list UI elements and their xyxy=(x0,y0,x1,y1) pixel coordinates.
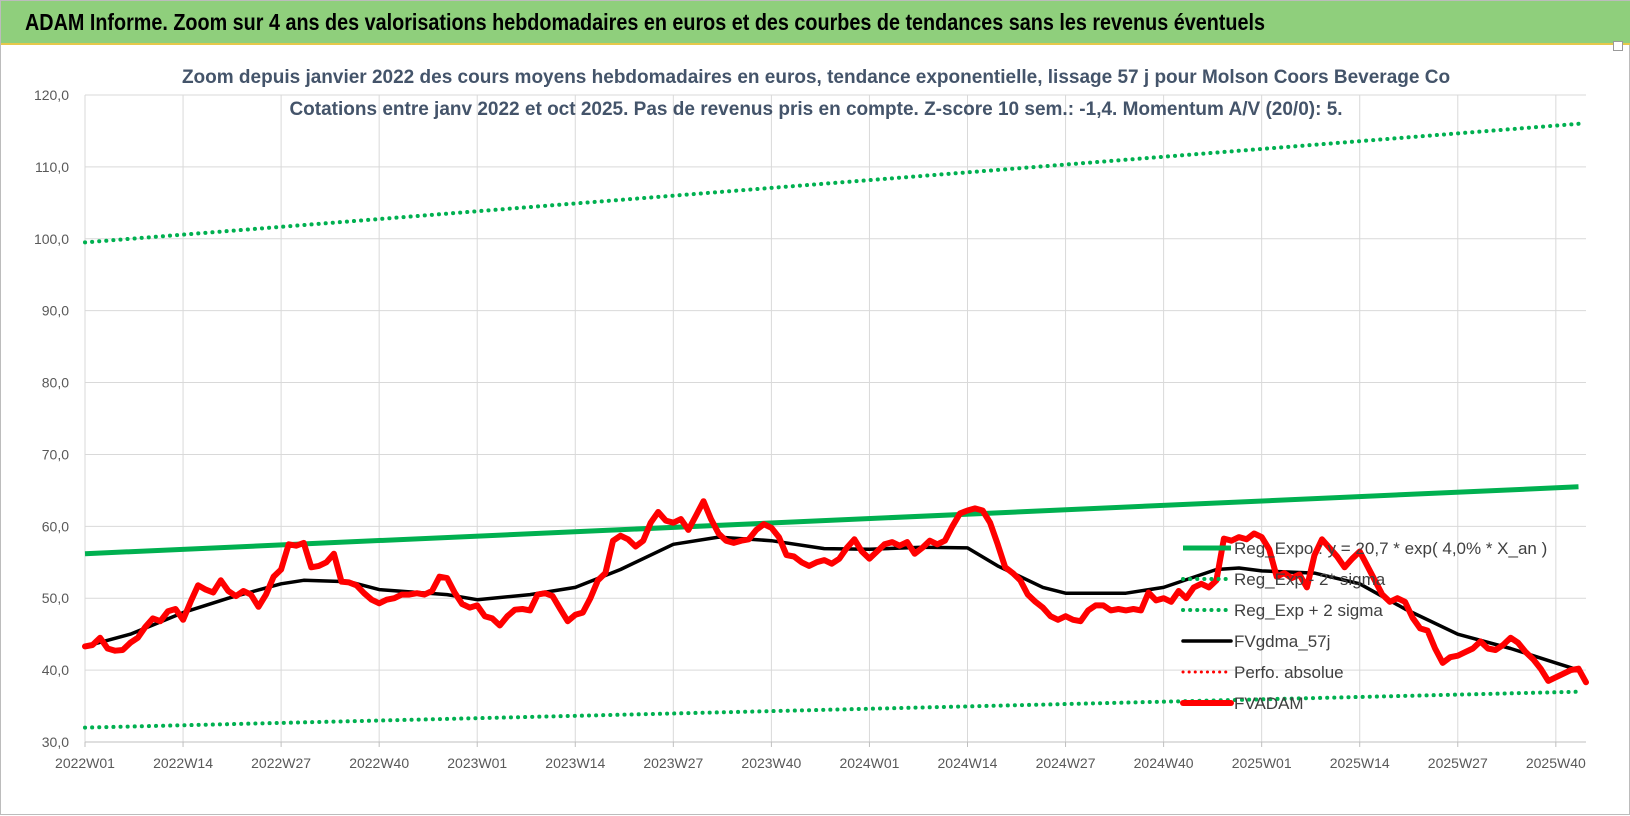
y-tick-label: 60,0 xyxy=(42,518,69,534)
x-tick-label: 2022W40 xyxy=(349,755,409,771)
x-tick-label: 2024W40 xyxy=(1134,755,1194,771)
x-tick-label: 2022W27 xyxy=(251,755,311,771)
x-tick-label: 2025W01 xyxy=(1232,755,1292,771)
series-reg-plus-2sigma xyxy=(83,121,1581,245)
y-tick-label: 40,0 xyxy=(42,662,69,678)
x-tick-label: 2022W14 xyxy=(153,755,213,771)
legend-label: FVADAM xyxy=(1234,694,1304,713)
x-tick-label: 2022W01 xyxy=(55,755,115,771)
page-title: ADAM Informe. Zoom sur 4 ans des valoris… xyxy=(25,9,1265,35)
y-tick-label: 50,0 xyxy=(42,590,69,606)
y-tick-label: 30,0 xyxy=(42,734,69,750)
x-tick-label: 2024W14 xyxy=(938,755,998,771)
chart-area: 30,0 40,0 50,0 60,0 70,0 80,0 90,0 100,0 110,0 12… xyxy=(1,45,1630,816)
x-tick-label: 2025W40 xyxy=(1526,755,1586,771)
legend-label: Reg_Expo : y = 20,7 * exp( 4,0% * X_an ) xyxy=(1234,539,1547,558)
y-tick-label: 80,0 xyxy=(42,375,69,391)
chart-subtitle: Cotations entre janv 2022 et oct 2025. P… xyxy=(289,99,1342,120)
y-tick-label: 110,0 xyxy=(35,159,69,175)
header-bar: ADAM Informe. Zoom sur 4 ans des valoris… xyxy=(1,1,1630,45)
x-tick-label: 2023W14 xyxy=(545,755,605,771)
legend: Reg_Expo : y = 20,7 * exp( 4,0% * X_an )… xyxy=(1180,539,1547,713)
x-tick-label: 2023W01 xyxy=(447,755,507,771)
y-tick-label: 70,0 xyxy=(42,446,69,462)
x-axis: 2022W01 2022W14 2022W27 2022W40 2023W01 2023W… xyxy=(55,755,1586,771)
chart-title: Zoom depuis janvier 2022 des cours moyen… xyxy=(182,67,1450,88)
y-tick-label: 120,0 xyxy=(34,87,69,103)
x-tick-label: 2024W01 xyxy=(839,755,899,771)
legend-label: Reg_Exp - 2* sigma xyxy=(1234,570,1386,589)
x-tick-label: 2025W14 xyxy=(1330,755,1390,771)
x-tick-label: 2025W27 xyxy=(1428,755,1488,771)
series-fvadam xyxy=(82,498,1589,686)
x-tick-label: 2023W40 xyxy=(741,755,801,771)
y-axis: 30,0 40,0 50,0 60,0 70,0 80,0 90,0 100,0 110,0 12… xyxy=(34,87,69,750)
series-reg-minus-2sigma xyxy=(83,689,1581,730)
grid xyxy=(84,94,1586,747)
series-group xyxy=(82,121,1589,730)
legend-label: Reg_Exp + 2 sigma xyxy=(1234,601,1383,620)
x-tick-label: 2024W27 xyxy=(1036,755,1096,771)
x-tick-label: 2023W27 xyxy=(643,755,703,771)
y-tick-label: 90,0 xyxy=(42,303,69,319)
line-chart: 30,0 40,0 50,0 60,0 70,0 80,0 90,0 100,0 110,0 12… xyxy=(34,67,1589,771)
legend-label: FVgdma_57j xyxy=(1234,632,1330,651)
legend-label: Perfo. absolue xyxy=(1234,663,1344,682)
resize-handle[interactable] xyxy=(1613,41,1623,51)
series-reg-expo xyxy=(84,484,1579,557)
y-tick-label: 100,0 xyxy=(34,231,69,247)
series-fvgdma xyxy=(83,535,1581,672)
